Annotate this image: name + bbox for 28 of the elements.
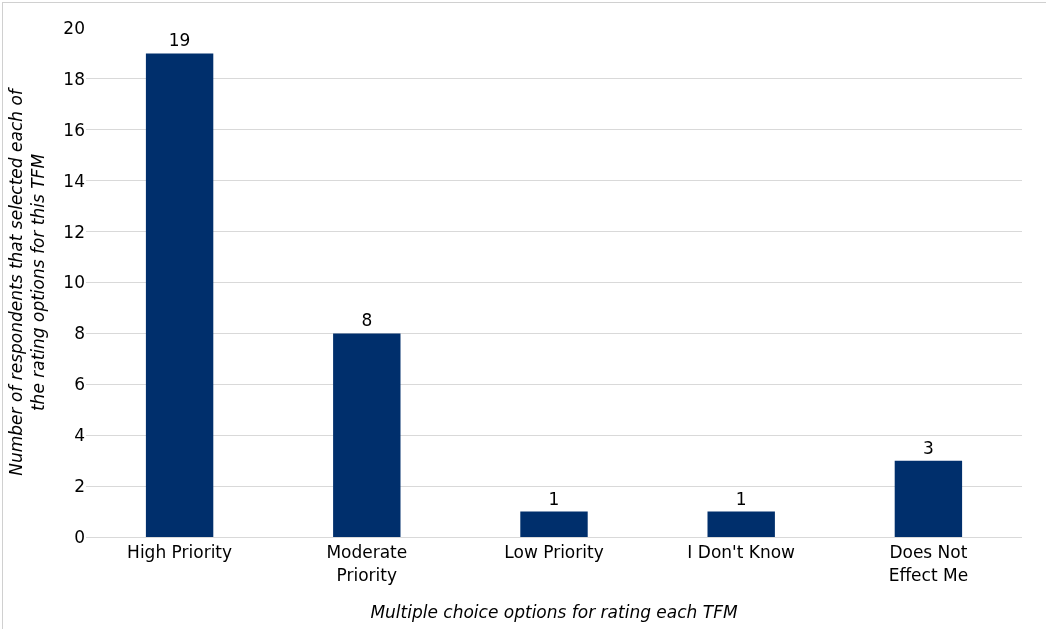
x-tick-label: Moderate Priority [326,542,408,585]
x-tick-label: Does Not Effect Me [888,542,969,585]
y-tick-label: 8 [74,323,85,344]
bar [707,511,775,537]
data-label: 8 [361,310,373,331]
y-tick-label: 10 [63,272,85,293]
y-tick-label: 6 [74,374,85,395]
bar [145,53,214,537]
bar [894,460,963,537]
y-tick-label: 14 [63,170,85,191]
y-tick-label: 2 [74,476,85,497]
x-axis-title: Multiple choice options for rating each TFM [370,601,738,622]
x-tick-label: I Don't Know [687,542,796,563]
data-label: 1 [548,488,560,509]
x-tick-label: Low Priority [504,542,604,563]
y-tick-label: 16 [63,119,85,140]
y-tick-label: 20 [63,17,85,38]
x-tick-label: High Priority [127,542,233,563]
data-label: 3 [922,437,934,458]
y-axis-title: Number of respondents that selected each of the rating options for this TFM [5,86,48,476]
data-label: 1 [735,488,747,509]
data-label: 19 [168,30,191,51]
y-tick-label: 12 [63,221,85,242]
y-tick-label: 4 [74,425,85,446]
y-tick-label: 18 [63,68,85,89]
y-tick-label: 0 [74,526,85,547]
bar [520,511,588,537]
bar [333,333,401,537]
